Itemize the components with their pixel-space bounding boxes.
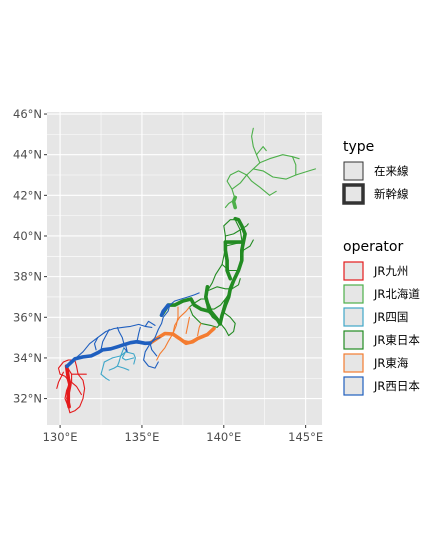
conventional-line bbox=[291, 156, 297, 176]
conventional-line bbox=[100, 328, 110, 351]
conventional-line bbox=[231, 278, 241, 290]
shinkansen-line bbox=[65, 339, 152, 369]
shinkansen-line bbox=[231, 195, 237, 210]
conventional-line bbox=[121, 351, 135, 361]
conventional-line bbox=[205, 219, 236, 324]
conventional-line bbox=[120, 347, 125, 357]
grid-minor bbox=[47, 112, 322, 425]
x-tick-label: 135°E bbox=[124, 430, 159, 444]
conventional-line bbox=[149, 343, 158, 357]
legend-type-label: 新幹線 bbox=[374, 187, 409, 201]
y-tick-label: 46°N bbox=[13, 107, 42, 121]
legend-operator-label: JR北海道 bbox=[373, 287, 420, 301]
legend-operator-key bbox=[343, 261, 364, 281]
conventional-line bbox=[116, 326, 125, 345]
legend-operator-label: JR四国 bbox=[373, 310, 408, 324]
y-tick-label: 34°N bbox=[13, 351, 42, 365]
legend-operator-label: JR東日本 bbox=[373, 333, 420, 347]
conventional-line bbox=[123, 344, 128, 353]
legend-operator-title: operator bbox=[343, 239, 403, 255]
y-tick-label: 36°N bbox=[13, 310, 42, 324]
legend-type-key bbox=[342, 183, 365, 205]
conventional-line bbox=[188, 298, 207, 324]
shinkansen-line bbox=[159, 303, 170, 318]
legend-type-key bbox=[343, 161, 364, 181]
legend-operator-key bbox=[343, 307, 364, 327]
conventional-line bbox=[144, 320, 156, 327]
legend-operator-label: JR九州 bbox=[373, 264, 408, 278]
conventional-line bbox=[149, 337, 161, 345]
conventional-line bbox=[259, 154, 300, 164]
legend-operator-key bbox=[343, 284, 364, 304]
legend-type-label: 在来線 bbox=[374, 164, 409, 178]
conventional-line bbox=[252, 168, 317, 180]
conventional-line bbox=[172, 306, 190, 335]
conventional-line bbox=[56, 371, 64, 389]
legend-operator-key bbox=[343, 353, 364, 373]
panel-background bbox=[47, 112, 322, 425]
conventional-line bbox=[100, 361, 110, 381]
conventional-line bbox=[231, 127, 261, 200]
y-tick-label: 38°N bbox=[13, 270, 42, 284]
y-tick-label: 32°N bbox=[13, 392, 42, 406]
shinkansen-line bbox=[148, 326, 216, 346]
conventional-line bbox=[143, 343, 159, 369]
legend-type-title: type bbox=[343, 139, 374, 155]
conventional-line bbox=[200, 322, 222, 328]
conventional-line bbox=[197, 322, 202, 337]
y-tick-label: 42°N bbox=[13, 188, 42, 202]
axis-layer: 130°E 135°E 140°E 145°E 32°N 34°N 36°N 38°N 40°N… bbox=[13, 107, 323, 444]
x-tick-label: 145°E bbox=[288, 430, 323, 444]
conventional-line bbox=[74, 323, 153, 360]
shinkansen-line bbox=[218, 216, 247, 326]
conventional-line bbox=[93, 337, 99, 351]
shinkansen-line bbox=[64, 364, 72, 409]
conventional-line bbox=[219, 310, 236, 337]
conventional-line bbox=[116, 365, 130, 371]
conventional-line bbox=[149, 292, 200, 345]
legend-operator-label: JR西日本 bbox=[373, 379, 420, 393]
legend-operator-key bbox=[343, 330, 364, 350]
legend-operator-label: JR東海 bbox=[373, 356, 409, 370]
legend-operator-key bbox=[343, 376, 364, 396]
x-tick-label: 140°E bbox=[206, 430, 241, 444]
y-tick-label: 40°N bbox=[13, 229, 42, 243]
conventional-line bbox=[156, 332, 174, 361]
conventional-line bbox=[226, 170, 248, 190]
conventional-line bbox=[255, 146, 267, 156]
conventional-line bbox=[172, 306, 179, 335]
shinkansen-line bbox=[223, 240, 233, 281]
conventional-line bbox=[136, 326, 141, 343]
y-tick-label: 44°N bbox=[13, 148, 42, 162]
conventional-line bbox=[224, 229, 241, 237]
conventional-line bbox=[246, 174, 277, 196]
series-layer bbox=[56, 127, 317, 414]
x-tick-label: 130°E bbox=[43, 430, 78, 444]
conventional-line bbox=[242, 239, 254, 251]
conventional-line bbox=[185, 316, 190, 335]
